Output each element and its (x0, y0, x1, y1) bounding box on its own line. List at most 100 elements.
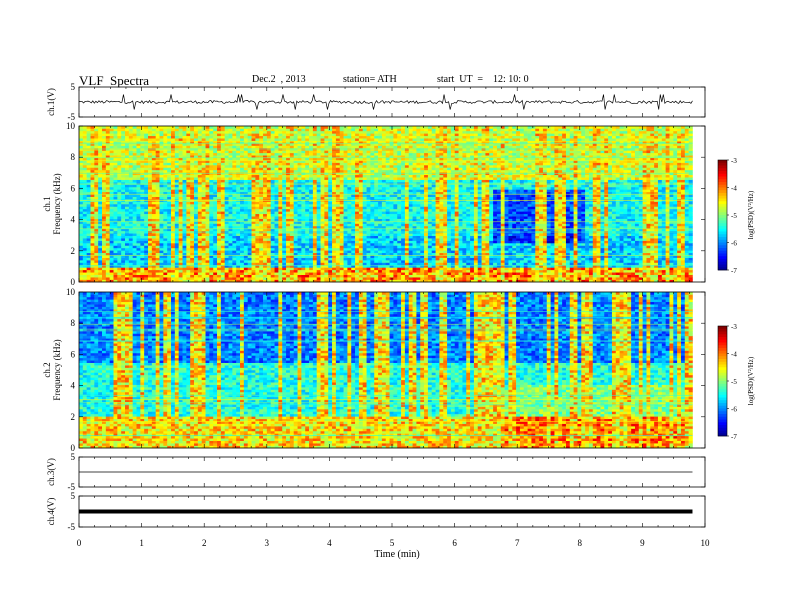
spectrogram-cell (83, 206, 87, 209)
spectrogram-cell (263, 250, 267, 253)
spectrogram-cell (133, 260, 137, 263)
spectrogram-cell (83, 267, 87, 270)
spectrogram-cell (244, 150, 248, 153)
spectrogram-cell (232, 206, 236, 209)
spectrogram-cell (217, 131, 221, 134)
spectrogram-cell (206, 270, 210, 273)
spectrogram-cell (194, 189, 198, 192)
spectrogram-cell (179, 141, 183, 144)
spectrogram-cell (110, 253, 114, 256)
spectrogram-cell (94, 189, 98, 192)
spectrogram-cell (248, 133, 252, 136)
spectrogram-cell (102, 163, 106, 166)
spectrogram-cell (252, 167, 256, 170)
spectrogram-cell (144, 250, 148, 253)
spectrogram-cell (202, 258, 206, 261)
spectrogram-cell (267, 180, 271, 183)
spectrogram-cell (259, 272, 263, 275)
spectrogram-cell (179, 214, 183, 217)
spectrogram-cell (87, 150, 91, 153)
spectrogram-cell (240, 189, 244, 192)
spectrogram-cell (129, 187, 133, 190)
spectrogram-cell (252, 185, 256, 188)
spectrogram-cell (156, 224, 160, 227)
spectrogram-cell (209, 204, 213, 207)
spectrogram-cell (137, 131, 141, 134)
spectrogram-cell (186, 175, 190, 178)
spectrogram-cell (263, 131, 267, 134)
spectrogram-cell (140, 277, 144, 280)
spectrogram-cell (252, 258, 256, 261)
spectrogram-cell (133, 138, 137, 141)
spectrogram-cell (163, 204, 167, 207)
spectrogram-cell (83, 214, 87, 217)
spectrogram-cell (290, 163, 294, 166)
spectrogram-cell (183, 214, 187, 217)
spectrogram-cell (133, 241, 137, 244)
spectrogram-cell (98, 131, 102, 134)
spectrogram-cell (229, 138, 233, 141)
spectrogram-cell (94, 267, 98, 270)
spectrogram-cell (156, 267, 160, 270)
spectrogram-cell (252, 197, 256, 200)
spectrogram-cell (152, 270, 156, 273)
spectrogram-cell (83, 272, 87, 275)
spectrogram-cell (79, 146, 83, 149)
spectrogram-cell (286, 277, 290, 280)
spectrogram-cell (144, 167, 148, 170)
spectrogram-cell (140, 250, 144, 253)
spectrogram-cell (156, 131, 160, 134)
spectrogram-cell (117, 131, 121, 134)
spectrogram-cell (248, 275, 252, 278)
spectrogram-cell (98, 180, 102, 183)
spectrogram-cell (194, 133, 198, 136)
spectrogram-cell (133, 226, 137, 229)
spectrogram-cell (236, 165, 240, 168)
spectrogram-cell (152, 202, 156, 205)
spectrogram-cell (110, 197, 114, 200)
spectrogram-cell (87, 245, 91, 248)
spectrogram-cell (152, 187, 156, 190)
spectrogram-cell (290, 275, 294, 278)
spectrogram-cell (244, 209, 248, 212)
spectrogram-cell (102, 226, 106, 229)
spectrogram-cell (167, 270, 171, 273)
spectrogram-cell (255, 177, 259, 180)
spectrogram-cell (252, 141, 256, 144)
spectrogram-cell (183, 136, 187, 139)
spectrogram-cell (148, 233, 152, 236)
spectrogram-cell (248, 204, 252, 207)
spectrogram-cell (91, 175, 95, 178)
spectrogram-cell (129, 150, 133, 153)
spectrogram-cell (186, 238, 190, 241)
spectrogram-cell (171, 150, 175, 153)
spectrogram-cell (221, 233, 225, 236)
spectrogram-cell (217, 243, 221, 246)
spectrogram-cell (206, 138, 210, 141)
spectrogram-cell (186, 202, 190, 205)
spectrogram-cell (271, 243, 275, 246)
spectrogram-cell (167, 180, 171, 183)
spectrogram-cell (271, 175, 275, 178)
spectrogram-cell (183, 260, 187, 263)
spectrogram-cell (202, 226, 206, 229)
spectrogram-cell (240, 185, 244, 188)
spectrogram-cell (152, 267, 156, 270)
spectrogram-cell (240, 270, 244, 273)
spectrogram-cell (232, 189, 236, 192)
spectrogram-cell (278, 260, 282, 263)
spectrogram-cell (106, 206, 110, 209)
spectrogram-cell (94, 216, 98, 219)
spectrogram-cell (186, 153, 190, 156)
spectrogram-cell (102, 233, 106, 236)
spectrogram-cell (217, 241, 221, 244)
spectrogram-cell (140, 248, 144, 251)
spectrogram-cell (163, 153, 167, 156)
spectrogram-cell (94, 204, 98, 207)
spectrogram-cell (171, 236, 175, 239)
spectrogram-cell (171, 128, 175, 131)
spectrogram-cell (244, 163, 248, 166)
spectrogram-cell (117, 138, 121, 141)
spectrogram-cell (121, 270, 125, 273)
spectrogram-cell (156, 158, 160, 161)
